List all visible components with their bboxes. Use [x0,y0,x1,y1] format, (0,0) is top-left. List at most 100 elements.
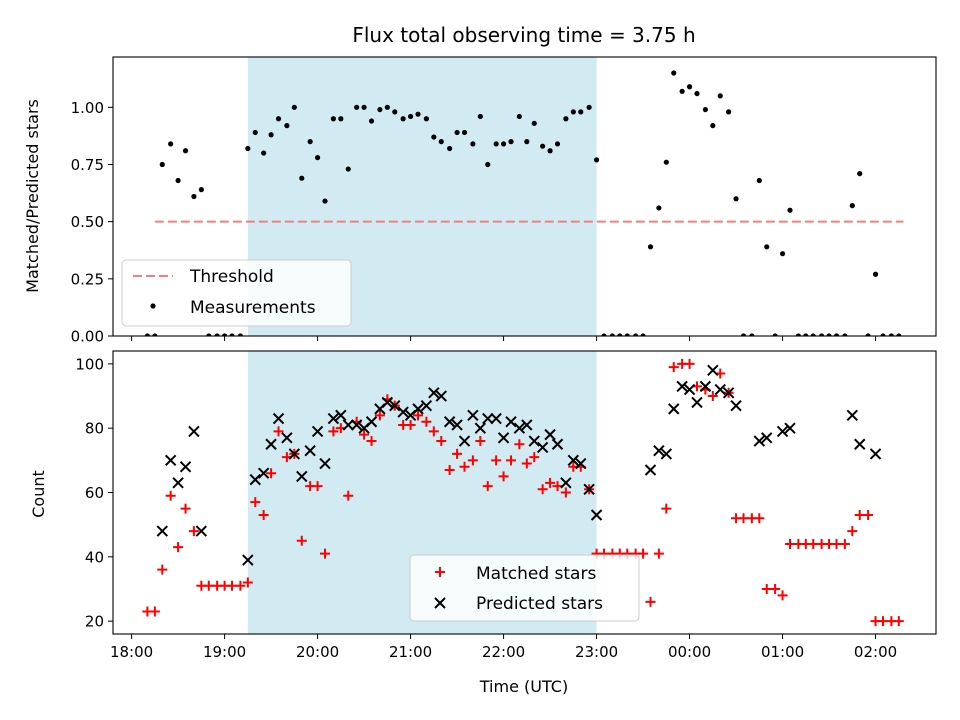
matched-star-point [452,448,463,459]
predicted-star-point [707,364,719,377]
matched-star-point [770,583,781,594]
predicted-star-point [660,448,673,460]
predicted-star-point [288,448,301,460]
y-tick-label: 0.75 [71,156,104,174]
chart-title: Flux total observing time = 3.75 h [352,23,695,47]
y-tick-label: 60 [85,484,104,502]
measurement-point [888,333,894,336]
measurement-point [407,113,414,120]
predicted-star-point [365,416,378,428]
matched-star-point [638,548,649,559]
top-y-axis-label: Matched/Predicted stars [23,99,42,293]
predicted-star-point [513,422,526,434]
measurement-point [338,116,344,122]
matched-star-point [707,391,718,402]
measurement-point [431,134,437,140]
predicted-star-point [265,438,277,450]
measurement-point [842,333,848,336]
measurement-point [819,333,825,336]
measurement-point [779,251,786,257]
predicted-star-point [668,403,680,415]
measurement-point [749,333,755,336]
axes-frame [112,56,937,337]
measurement-point [191,193,197,200]
predicted-star-point [164,454,177,467]
predicted-star-point [327,412,340,425]
y-tick-label: 40 [85,548,104,566]
matched-star-point [421,416,432,427]
matched-star-point [482,481,493,492]
measurement-point [810,333,816,336]
matched-star-point [661,503,672,514]
measurement-point [756,177,762,184]
measurement-point [803,333,809,336]
matched-star-point [537,484,548,495]
measurement-point [345,166,351,172]
measurement-point [415,111,421,117]
matched-star-point [847,526,858,537]
predicted-star-point [544,428,556,441]
measurement-point [447,145,453,152]
measurement-point [772,333,778,336]
x-tick-label: 01:00 [761,643,804,661]
measurement-point [438,139,444,145]
matched-star-point [312,481,323,492]
predicted-star-point [412,403,424,415]
predicted-star-point [435,390,447,402]
y-tick-label: 100 [75,355,104,373]
matched-star-point [242,577,253,588]
predicted-star-point [342,419,354,431]
measurement-point [461,129,468,136]
predicted-star-point [560,477,572,489]
predicted-star-point [528,435,540,447]
predicted-star-point [846,409,859,422]
matched-star-point [854,510,865,521]
predicted-star-point [776,425,789,438]
predicted-star-point [467,409,479,422]
legend-matched-swatch [435,567,445,577]
legend-predicted-swatch [434,597,446,609]
measurement-point [175,177,181,184]
measurement-point [299,175,305,181]
predicted-star-point [644,464,657,476]
matched-star-point [808,538,819,549]
matched-star-point [552,481,563,492]
measurement-point [237,333,244,336]
matched-star-point [498,471,509,482]
matched-star-point [258,510,269,521]
predicted-star-point [653,444,665,457]
matched-star-point [149,606,160,617]
measurement-point [261,150,267,156]
matched-star-point [545,477,556,488]
y-tick-label: 0.50 [71,213,104,231]
measurement-point [880,333,886,336]
matched-star-point [754,513,765,524]
bottom-panel: 20 40 60 80 100 18:00 19:00 20:00 21:00 22:00 23:0… [75,350,937,661]
measurement-point [354,104,360,110]
matched-star-point [374,410,385,421]
measurement-point [485,161,491,168]
x-axis-label: Time (UTC) [479,677,568,696]
matched-star-point [491,455,502,466]
plot-area [142,358,904,627]
measurement-point [531,120,537,126]
matched-star-point [165,490,176,501]
measurement-point [330,116,336,122]
predicted-star-point [249,473,261,486]
predicted-star-point [451,419,463,431]
matched-star-point [459,461,470,472]
measurement-point [206,333,212,336]
measurement-point [740,333,747,336]
matched-star-point [444,464,455,475]
predicted-star-point [482,412,494,425]
predicted-star-point [691,396,703,409]
matched-star-point [521,458,532,469]
predicted-star-point [257,467,270,479]
measurement-point [368,118,375,124]
predicted-star-point [753,435,766,447]
matched-star-point [877,616,888,627]
legend-box [121,259,352,327]
measurement-point [554,141,561,147]
bottom-legend: Matched stars Predicted stars [409,554,640,622]
measurement-point [291,104,297,110]
